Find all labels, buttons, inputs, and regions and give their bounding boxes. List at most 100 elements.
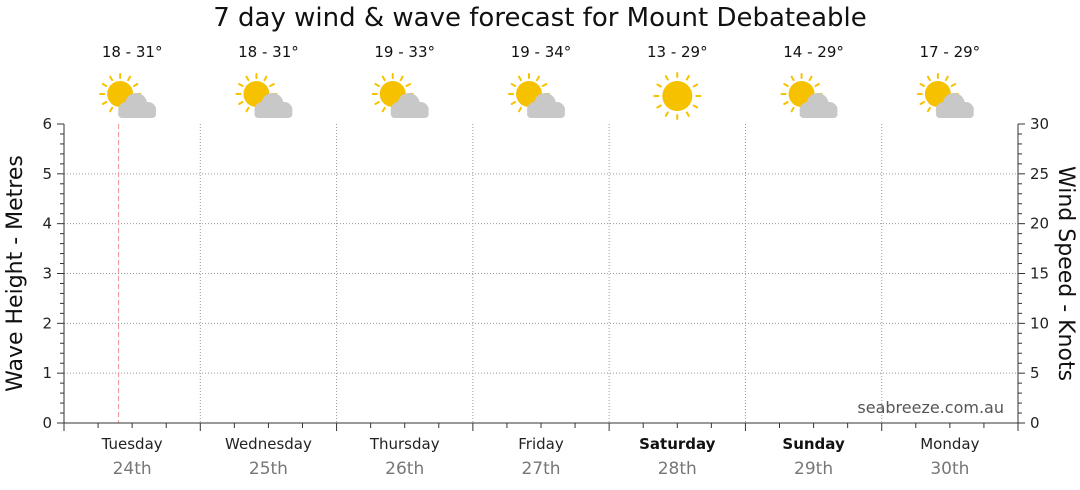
sun-ray bbox=[919, 83, 926, 87]
sun-ray bbox=[926, 75, 931, 82]
sun-ray bbox=[926, 106, 931, 113]
sun-ray bbox=[109, 106, 114, 113]
right-tick-label: 20 bbox=[1030, 215, 1049, 233]
cloud-shape bbox=[799, 93, 838, 118]
sun-ray bbox=[374, 83, 380, 87]
cloud-shape bbox=[935, 93, 974, 118]
sun-cloud-icon bbox=[371, 73, 429, 118]
left-tick-label: 6 bbox=[42, 115, 52, 133]
cloud-base bbox=[254, 110, 293, 118]
watermark-text: seabreeze.com.au bbox=[857, 398, 1004, 417]
day-date: 29th bbox=[794, 459, 833, 479]
right-tick-label: 0 bbox=[1030, 414, 1040, 432]
sun-ray bbox=[536, 75, 540, 82]
sun-ray bbox=[783, 101, 789, 105]
sun-ray bbox=[790, 75, 795, 82]
sun-cloud-icon bbox=[235, 73, 293, 118]
sun-ray bbox=[541, 83, 548, 87]
cloud-shape bbox=[390, 93, 429, 118]
day-name: Wednesday bbox=[225, 435, 312, 453]
sun-ray bbox=[381, 106, 386, 113]
day-date: 30th bbox=[930, 459, 969, 479]
left-tick-label: 3 bbox=[42, 265, 52, 283]
chart-title: 7 day wind & wave forecast for Mount Deb… bbox=[213, 3, 867, 33]
right-tick-label: 5 bbox=[1030, 364, 1040, 382]
cloud-base bbox=[935, 110, 974, 118]
right-tick-label: 25 bbox=[1030, 165, 1049, 183]
day-name: Thursday bbox=[369, 435, 440, 453]
cloud-base bbox=[390, 110, 429, 118]
sun-ray bbox=[269, 83, 275, 87]
sun-ray bbox=[783, 83, 789, 87]
sun-ray bbox=[692, 83, 699, 88]
left-axis-title: Wave Height - Metres bbox=[3, 155, 28, 392]
day-date: 26th bbox=[385, 459, 424, 479]
left-tick-label: 4 bbox=[42, 215, 52, 233]
sun-ray bbox=[950, 83, 957, 87]
left-tick-label: 5 bbox=[42, 165, 52, 183]
sun-ray bbox=[656, 83, 662, 88]
sun-ray bbox=[790, 106, 795, 113]
sun-disc bbox=[662, 81, 693, 111]
cloud-shape bbox=[254, 93, 293, 118]
sun-ray bbox=[109, 75, 114, 82]
left-tick-label: 0 bbox=[42, 414, 52, 432]
cloud-shape bbox=[118, 93, 157, 118]
temperature-range: 19 - 34° bbox=[511, 43, 572, 61]
day-date: 24th bbox=[113, 459, 152, 479]
sun-ray bbox=[101, 83, 108, 87]
day-date: 28th bbox=[658, 459, 697, 479]
sun-icon bbox=[653, 72, 702, 120]
day-name: Monday bbox=[920, 435, 979, 453]
temperature-range: 18 - 31° bbox=[102, 43, 163, 61]
sun-ray bbox=[685, 75, 690, 81]
right-axis-title: Wind Speed - Knots bbox=[1053, 166, 1078, 381]
left-tick-label: 1 bbox=[42, 364, 52, 382]
sun-ray bbox=[919, 101, 926, 105]
temperature-range: 13 - 29° bbox=[647, 43, 708, 61]
temperature-range: 18 - 31° bbox=[238, 43, 299, 61]
sun-ray bbox=[510, 83, 517, 87]
sun-ray bbox=[944, 75, 949, 82]
right-tick-label: 10 bbox=[1030, 314, 1049, 332]
sun-ray bbox=[518, 106, 522, 113]
cloud-base bbox=[527, 110, 565, 118]
temperature-range: 17 - 29° bbox=[920, 43, 981, 61]
sun-ray bbox=[405, 83, 412, 87]
cloud-base bbox=[118, 110, 157, 118]
cloud-base bbox=[799, 110, 838, 118]
day-date: 25th bbox=[249, 459, 288, 479]
sun-ray bbox=[510, 101, 517, 105]
sun-ray bbox=[263, 75, 268, 82]
day-name: Sunday bbox=[782, 435, 845, 453]
day-name: Saturday bbox=[639, 435, 716, 453]
left-tick-label: 2 bbox=[42, 314, 52, 332]
day-name: Friday bbox=[518, 435, 564, 453]
sun-ray bbox=[381, 75, 386, 82]
cloud-shape bbox=[527, 93, 565, 118]
day-name: Tuesday bbox=[101, 435, 163, 453]
sun-cloud-icon bbox=[916, 73, 974, 118]
sun-ray bbox=[656, 104, 662, 109]
sun-cloud-icon bbox=[99, 73, 157, 118]
sun-ray bbox=[664, 75, 669, 81]
right-tick-label: 15 bbox=[1030, 265, 1049, 283]
sun-ray bbox=[245, 75, 250, 82]
sun-ray bbox=[685, 111, 690, 117]
sun-ray bbox=[692, 104, 699, 109]
sun-ray bbox=[245, 106, 250, 113]
sun-ray bbox=[374, 101, 380, 105]
sun-ray bbox=[399, 75, 404, 82]
sun-ray bbox=[238, 101, 244, 105]
sun-ray bbox=[101, 101, 108, 105]
sun-ray bbox=[808, 75, 813, 82]
day-date: 27th bbox=[521, 459, 560, 479]
sun-cloud-icon bbox=[780, 73, 838, 118]
right-tick-label: 30 bbox=[1030, 115, 1049, 133]
sun-ray bbox=[664, 111, 669, 117]
sun-ray bbox=[518, 75, 522, 82]
sun-ray bbox=[814, 83, 820, 87]
sun-ray bbox=[132, 83, 139, 87]
temperature-range: 14 - 29° bbox=[783, 43, 844, 61]
